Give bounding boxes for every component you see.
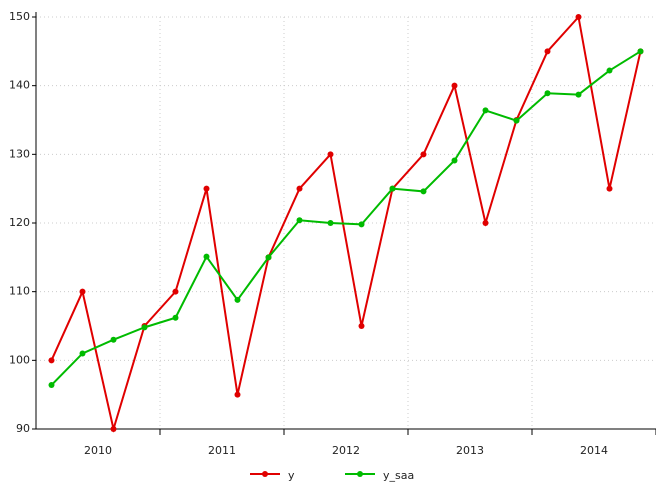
- point: [606, 67, 613, 74]
- point: [482, 107, 489, 114]
- legend-item: y: [250, 469, 295, 482]
- point: [296, 217, 303, 224]
- point: [389, 185, 396, 192]
- point: [48, 357, 55, 364]
- x-tick-label: 2011: [208, 444, 236, 457]
- series-line: [50, 50, 642, 386]
- x-tick-label: 2013: [456, 444, 484, 457]
- point: [172, 288, 179, 295]
- y-tick-label: 100: [9, 353, 30, 366]
- point: [513, 117, 520, 124]
- point: [48, 382, 55, 389]
- point: [637, 48, 644, 55]
- y-tick-label: 90: [16, 422, 30, 435]
- point: [234, 296, 241, 303]
- point: [327, 151, 334, 158]
- point: [172, 314, 179, 321]
- point: [482, 220, 489, 226]
- point: [203, 253, 210, 260]
- legend-label: y: [288, 469, 295, 482]
- point: [420, 151, 427, 158]
- x-tick-label: 2010: [84, 444, 112, 457]
- y-tick-label: 140: [9, 79, 30, 92]
- point: [79, 288, 86, 295]
- point: [110, 336, 117, 343]
- point: [575, 14, 582, 20]
- point: [234, 391, 241, 398]
- y-tick-label: 150: [9, 10, 30, 23]
- x-tick-label: 2012: [332, 444, 360, 457]
- point: [451, 157, 458, 164]
- x-tick-label: 2014: [580, 444, 608, 457]
- y-tick-label: 120: [9, 216, 30, 229]
- y-tick-label: 110: [9, 285, 30, 298]
- point: [451, 82, 458, 89]
- legend-item: y_saa: [345, 469, 414, 482]
- legend-label: y_saa: [383, 469, 414, 482]
- series-line: [50, 14, 642, 433]
- point: [606, 185, 613, 192]
- point: [420, 188, 427, 195]
- point: [358, 221, 365, 228]
- point: [544, 48, 551, 55]
- y-tick-label: 130: [9, 147, 30, 160]
- point: [203, 185, 210, 192]
- point: [327, 220, 334, 226]
- point: [79, 350, 86, 357]
- legend-marker: [262, 471, 268, 477]
- point: [110, 426, 117, 432]
- point: [358, 323, 365, 329]
- point: [575, 91, 582, 98]
- point: [265, 254, 272, 261]
- point: [141, 324, 148, 331]
- point: [296, 185, 303, 192]
- legend-marker: [357, 471, 363, 477]
- point: [544, 90, 551, 97]
